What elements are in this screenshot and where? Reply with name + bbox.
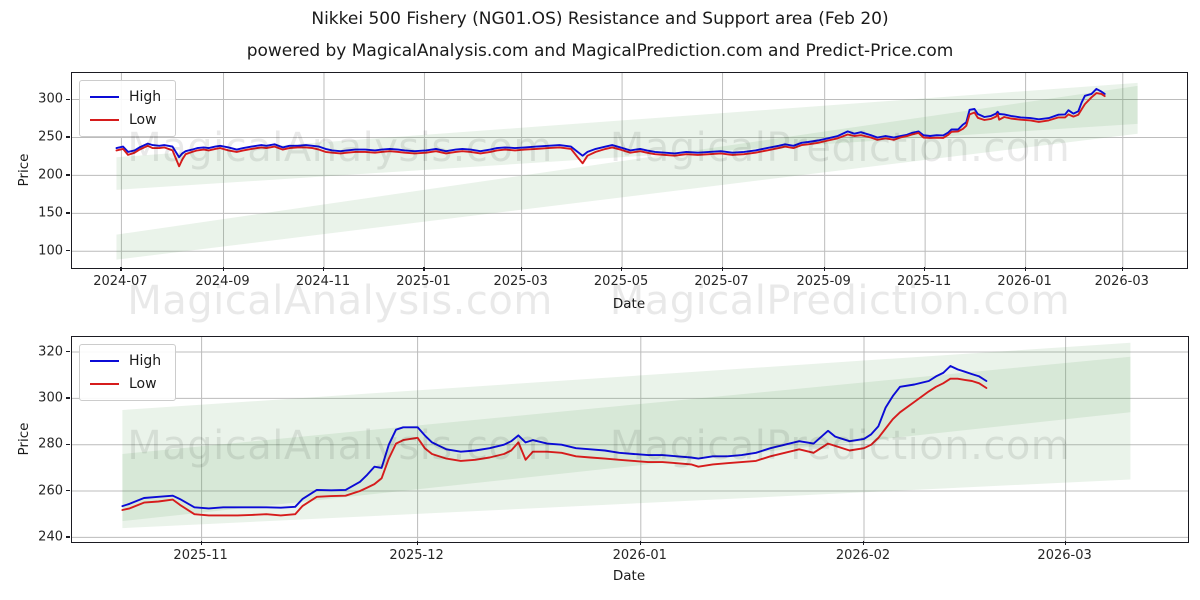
y-tick-mark xyxy=(66,397,70,399)
x-tick-mark xyxy=(924,267,926,271)
x-tick-label: 2025-05 xyxy=(593,274,649,289)
low-line xyxy=(115,92,1106,168)
x-tick-mark xyxy=(1064,541,1066,545)
x-axis-label-top: Date xyxy=(612,296,646,312)
y-tick-mark xyxy=(66,98,70,100)
x-tick-mark xyxy=(1024,267,1026,271)
recent-zoom-svg xyxy=(72,337,1188,542)
x-tick-mark xyxy=(823,267,825,271)
x-tick-mark xyxy=(322,267,325,271)
x-tick-label: 2025-01 xyxy=(396,274,451,289)
y-tick-mark xyxy=(66,136,70,138)
x-tick-label: 2025-07 xyxy=(694,274,749,289)
resistance-area-band xyxy=(116,82,1138,190)
y-tick-mark xyxy=(66,212,70,214)
x-tick-label: 2024-09 xyxy=(195,274,250,289)
legend-top: High Low xyxy=(79,80,177,137)
x-tick-label: 2025-12 xyxy=(389,548,444,563)
support-area-band xyxy=(116,85,1138,260)
resistance-area-band xyxy=(122,342,1131,522)
bottom-chart-plot-area xyxy=(71,336,1189,543)
support-area-band xyxy=(122,356,1131,529)
y-tick-mark xyxy=(66,443,70,445)
x-tick-label: 2026-01 xyxy=(997,274,1052,289)
y-tick-label: 200 xyxy=(38,167,63,183)
legend-label-low: Low xyxy=(129,112,157,128)
legend-label-high: High xyxy=(129,353,162,369)
low-line-swatch xyxy=(90,383,119,385)
full-history-svg xyxy=(72,73,1187,268)
legend-item-high: High xyxy=(90,89,161,105)
page-subtitle: powered by MagicalAnalysis.com and Magic… xyxy=(246,41,954,61)
x-tick-mark xyxy=(416,541,418,545)
x-tick-label: 2026-02 xyxy=(835,548,891,563)
x-tick-label: 2025-11 xyxy=(896,274,952,289)
x-tick-label: 2026-03 xyxy=(1037,548,1092,563)
x-tick-label: 2026-01 xyxy=(612,548,667,563)
legend-bottom: High Low xyxy=(79,344,177,401)
low-line xyxy=(121,377,988,517)
x-tick-label: 2025-09 xyxy=(796,274,851,289)
high-line xyxy=(121,365,988,510)
legend-label-low: Low xyxy=(129,376,157,392)
x-axis-label-bottom: Date xyxy=(612,568,646,584)
y-tick-label: 240 xyxy=(38,529,63,545)
y-tick-mark xyxy=(66,490,70,492)
low-line-swatch xyxy=(90,119,119,121)
y-tick-label: 150 xyxy=(38,205,63,221)
x-tick-mark xyxy=(423,267,425,271)
x-tick-mark xyxy=(222,267,224,271)
high-line-swatch xyxy=(90,96,119,98)
x-tick-mark xyxy=(721,267,723,271)
y-tick-mark xyxy=(66,536,70,538)
x-tick-mark xyxy=(200,541,202,545)
y-tick-label: 260 xyxy=(38,483,63,499)
y-tick-label: 100 xyxy=(38,243,63,259)
y-tick-label: 280 xyxy=(38,436,63,452)
y-tick-label: 320 xyxy=(38,344,63,360)
y-tick-label: 250 xyxy=(38,129,63,145)
legend-item-high: High xyxy=(90,353,161,369)
x-tick-label: 2024-07 xyxy=(93,274,148,289)
x-tick-mark xyxy=(120,267,122,271)
top-chart-plot-area xyxy=(71,72,1188,269)
x-tick-mark xyxy=(621,267,623,271)
y-tick-label: 300 xyxy=(38,91,63,107)
y-tick-mark xyxy=(66,250,70,252)
x-tick-label: 2026-03 xyxy=(1094,274,1149,289)
x-tick-mark xyxy=(863,541,865,545)
x-tick-label: 2025-03 xyxy=(493,274,548,289)
high-line xyxy=(115,87,1106,159)
x-tick-label: 2025-11 xyxy=(173,548,228,563)
x-tick-mark xyxy=(520,267,522,271)
x-tick-mark xyxy=(1121,267,1123,271)
x-tick-label: 2024-11 xyxy=(295,274,351,289)
y-tick-mark xyxy=(66,174,70,176)
high-line-swatch xyxy=(90,360,119,362)
legend-item-low: Low xyxy=(90,112,161,128)
x-tick-mark xyxy=(639,541,641,545)
legend-item-low: Low xyxy=(90,376,161,392)
legend-label-high: High xyxy=(129,89,162,105)
y-tick-label: 300 xyxy=(38,390,63,406)
page-title: Nikkei 500 Fishery (NG01.OS) Resistance … xyxy=(311,9,889,29)
y-tick-mark xyxy=(66,351,70,353)
